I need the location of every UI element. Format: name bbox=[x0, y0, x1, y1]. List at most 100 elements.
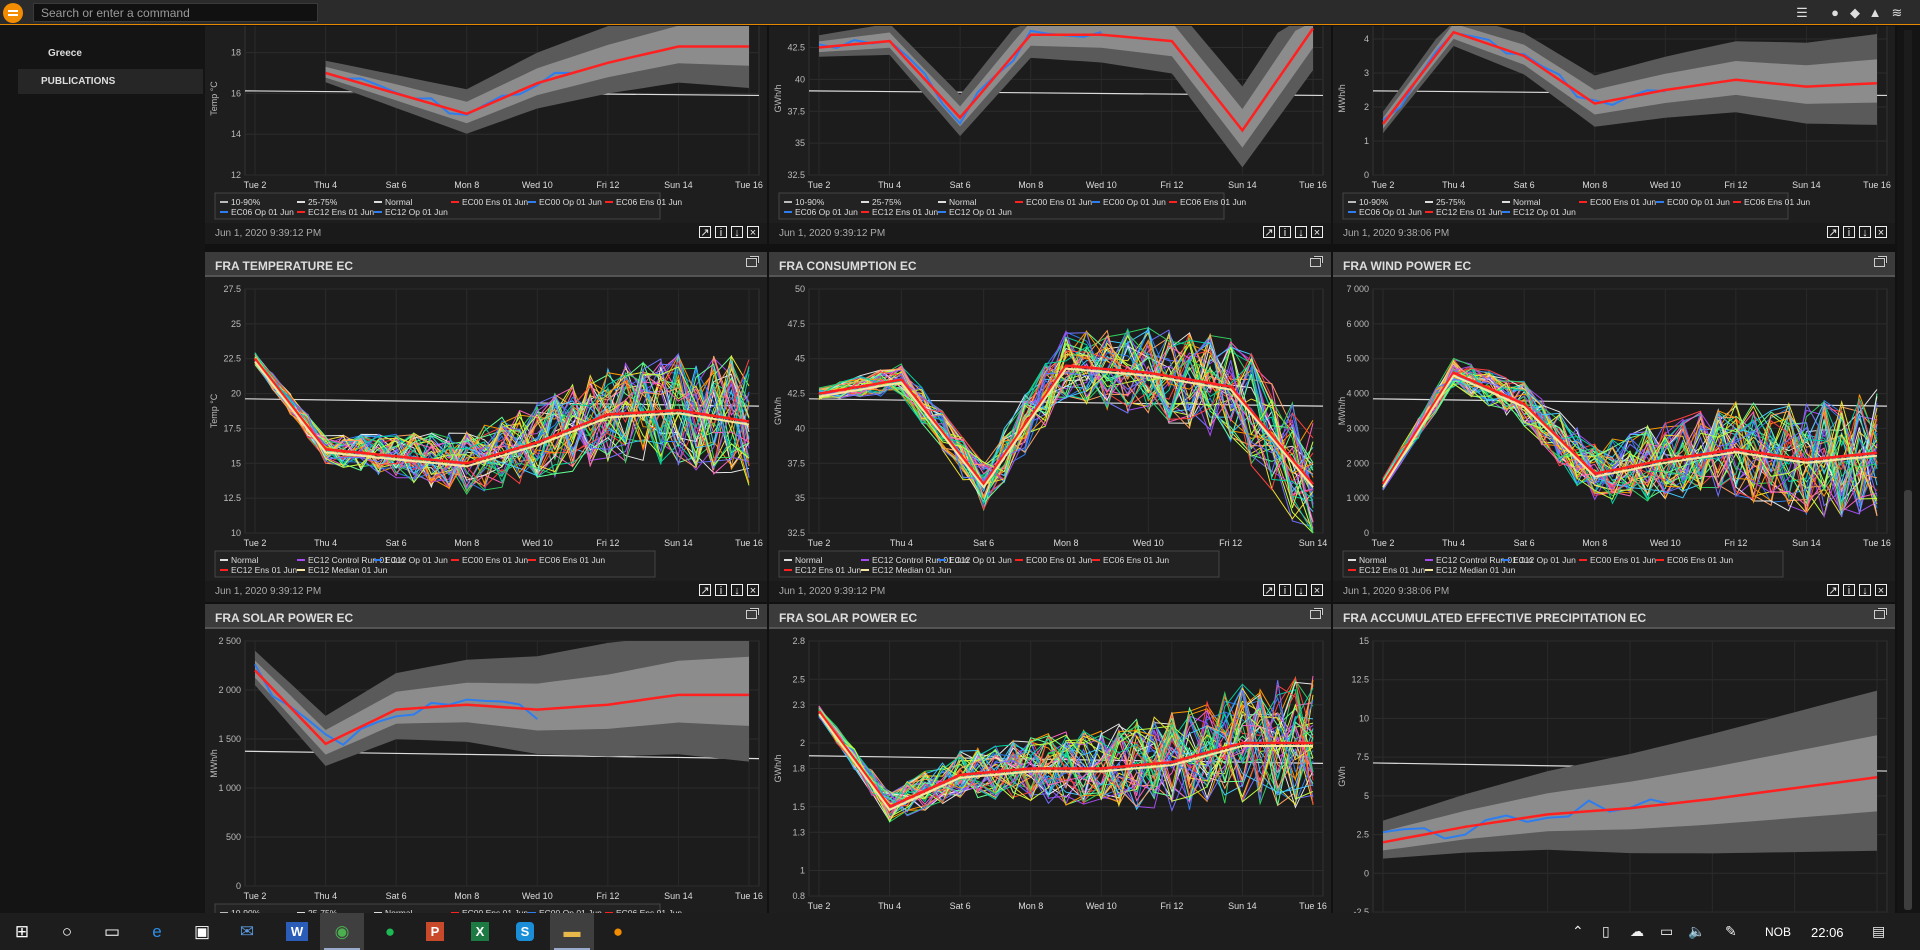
legend-item[interactable]: EC06 Ens 01 Jun bbox=[1180, 197, 1246, 207]
download-icon[interactable]: ↓ bbox=[731, 226, 743, 239]
legend-item[interactable]: EC06 Ens 01 Jun bbox=[1103, 555, 1169, 565]
expand-icon[interactable] bbox=[746, 610, 757, 619]
legend-item[interactable]: 25-75% bbox=[308, 908, 338, 913]
store-icon[interactable]: ▣ bbox=[193, 922, 211, 941]
powerpoint-icon[interactable]: P bbox=[425, 922, 445, 941]
file-explorer-icon[interactable]: ▬ bbox=[550, 913, 594, 950]
legend-item[interactable]: Normal bbox=[795, 555, 823, 565]
sidebar-item-greece[interactable]: Greece bbox=[48, 48, 82, 59]
legend-item[interactable]: EC12 Control Run 01 Jun bbox=[872, 555, 969, 565]
legend-item[interactable]: EC12 Control Run 01 Jun bbox=[308, 555, 405, 565]
legend-item[interactable]: EC06 Ens 01 Jun bbox=[1744, 197, 1810, 207]
pen-icon[interactable]: ✎ bbox=[1725, 923, 1737, 939]
legend-item[interactable]: EC06 Op 01 Jun bbox=[231, 207, 294, 217]
scrollbar-thumb[interactable] bbox=[1904, 490, 1912, 910]
download-icon[interactable]: ↓ bbox=[731, 584, 743, 597]
close-icon[interactable]: × bbox=[1311, 226, 1323, 239]
skype-icon[interactable]: S bbox=[515, 922, 535, 941]
task-view-icon[interactable]: ▭ bbox=[103, 922, 121, 941]
download-icon[interactable]: ↓ bbox=[1295, 226, 1307, 239]
legend-item[interactable]: EC06 Op 01 Jun bbox=[1359, 207, 1422, 217]
command-search-input[interactable] bbox=[33, 3, 318, 22]
legend-item[interactable]: EC12 Op 01 Jun bbox=[1513, 555, 1576, 565]
chat-icon[interactable]: ◆ bbox=[1850, 5, 1860, 20]
legend-item[interactable]: Normal bbox=[385, 908, 413, 913]
language-indicator[interactable]: NOB bbox=[1765, 925, 1792, 939]
legend-item[interactable]: EC00 Op 01 Jun bbox=[539, 197, 602, 207]
legend-item[interactable]: 25-75% bbox=[872, 197, 902, 207]
close-icon[interactable]: × bbox=[1875, 226, 1887, 239]
chevron-up-icon[interactable]: ⌃ bbox=[1572, 923, 1584, 939]
legend-item[interactable]: EC00 Ens 01 Jun bbox=[1026, 197, 1092, 207]
download-icon[interactable]: ↓ bbox=[1295, 584, 1307, 597]
app-logo[interactable] bbox=[3, 3, 23, 23]
scrollbar[interactable] bbox=[1904, 30, 1912, 910]
notifications-icon[interactable]: ▤ bbox=[1872, 923, 1886, 939]
expand-icon[interactable] bbox=[1310, 258, 1321, 267]
legend-item[interactable]: EC12 Op 01 Jun bbox=[949, 207, 1012, 217]
legend-item[interactable]: EC00 Ens 01 Jun bbox=[462, 197, 528, 207]
expand-icon[interactable] bbox=[1310, 610, 1321, 619]
wifi-icon[interactable]: ≋ bbox=[1891, 5, 1903, 20]
legend-item[interactable]: EC06 Ens 01 Jun bbox=[539, 555, 605, 565]
spotify-icon[interactable]: ● bbox=[384, 922, 396, 941]
legend-item[interactable]: EC06 Ens 01 Jun bbox=[616, 197, 682, 207]
info-icon[interactable]: i bbox=[1843, 226, 1855, 239]
info-icon[interactable]: i bbox=[715, 226, 727, 239]
legend-item[interactable]: EC12 Median 01 Jun bbox=[308, 565, 388, 575]
chrome-icon[interactable]: ◉ bbox=[320, 913, 364, 950]
open-external-icon[interactable]: ↗ bbox=[1263, 226, 1275, 239]
legend-item[interactable]: EC12 Ens 01 Jun bbox=[231, 565, 297, 575]
battery-icon[interactable]: ▯ bbox=[1602, 923, 1610, 939]
info-icon[interactable]: i bbox=[715, 584, 727, 597]
word-icon[interactable]: W bbox=[285, 922, 309, 941]
close-icon[interactable]: × bbox=[1875, 584, 1887, 597]
legend-item[interactable]: 10-90% bbox=[795, 197, 825, 207]
legend-item[interactable]: EC12 Op 01 Jun bbox=[385, 555, 448, 565]
legend-item[interactable]: EC12 Ens 01 Jun bbox=[308, 207, 374, 217]
legend-item[interactable]: EC12 Ens 01 Jun bbox=[795, 565, 861, 575]
legend-item[interactable]: EC00 Op 01 Jun bbox=[1667, 197, 1730, 207]
legend-item[interactable]: 25-75% bbox=[308, 197, 338, 207]
legend-item[interactable]: EC12 Ens 01 Jun bbox=[872, 207, 938, 217]
open-external-icon[interactable]: ↗ bbox=[1827, 584, 1839, 597]
close-icon[interactable]: × bbox=[747, 584, 759, 597]
legend-item[interactable]: 10-90% bbox=[231, 908, 261, 913]
legend-item[interactable]: EC12 Ens 01 Jun bbox=[1436, 207, 1502, 217]
legend-item[interactable]: EC06 Ens 01 Jun bbox=[1667, 555, 1733, 565]
close-icon[interactable]: × bbox=[747, 226, 759, 239]
info-icon[interactable]: i bbox=[1279, 584, 1291, 597]
legend-item[interactable]: EC12 Ens 01 Jun bbox=[1359, 565, 1425, 575]
menu-icon[interactable]: ☰ bbox=[1796, 5, 1808, 20]
expand-icon[interactable] bbox=[746, 258, 757, 267]
legend-item[interactable]: EC12 Control Run 01 Jun bbox=[1436, 555, 1533, 565]
legend-item[interactable]: EC00 Op 01 Jun bbox=[539, 908, 602, 913]
user-icon[interactable]: ● bbox=[1831, 5, 1839, 20]
close-icon[interactable]: × bbox=[1311, 584, 1323, 597]
legend-item[interactable]: EC12 Op 01 Jun bbox=[385, 207, 448, 217]
start-icon[interactable]: ⊞ bbox=[14, 922, 30, 941]
mail-icon[interactable]: ✉ bbox=[239, 922, 255, 941]
app-taskbar-icon[interactable]: ● bbox=[612, 922, 624, 941]
bell-icon[interactable]: ▲ bbox=[1868, 5, 1882, 20]
open-external-icon[interactable]: ↗ bbox=[699, 226, 711, 239]
legend-item[interactable]: Normal bbox=[385, 197, 413, 207]
volume-icon[interactable]: 🔈 bbox=[1688, 923, 1706, 939]
legend-item[interactable]: EC12 Op 01 Jun bbox=[949, 555, 1012, 565]
legend-item[interactable]: Normal bbox=[1513, 197, 1541, 207]
legend-item[interactable]: 10-90% bbox=[1359, 197, 1389, 207]
legend-item[interactable]: EC00 Ens 01 Jun bbox=[462, 555, 528, 565]
legend-item[interactable]: EC00 Ens 01 Jun bbox=[462, 908, 528, 913]
legend-item[interactable]: EC12 Median 01 Jun bbox=[872, 565, 952, 575]
info-icon[interactable]: i bbox=[1279, 226, 1291, 239]
legend-item[interactable]: EC12 Op 01 Jun bbox=[1513, 207, 1576, 217]
sidebar-item-publications[interactable]: PUBLICATIONS bbox=[18, 69, 203, 94]
expand-icon[interactable] bbox=[1874, 610, 1885, 619]
open-external-icon[interactable]: ↗ bbox=[699, 584, 711, 597]
legend-item[interactable]: Normal bbox=[949, 197, 977, 207]
open-external-icon[interactable]: ↗ bbox=[1263, 584, 1275, 597]
info-icon[interactable]: i bbox=[1843, 584, 1855, 597]
download-icon[interactable]: ↓ bbox=[1859, 226, 1871, 239]
search-icon[interactable]: ○ bbox=[61, 922, 73, 941]
legend-item[interactable]: 10-90% bbox=[231, 197, 261, 207]
